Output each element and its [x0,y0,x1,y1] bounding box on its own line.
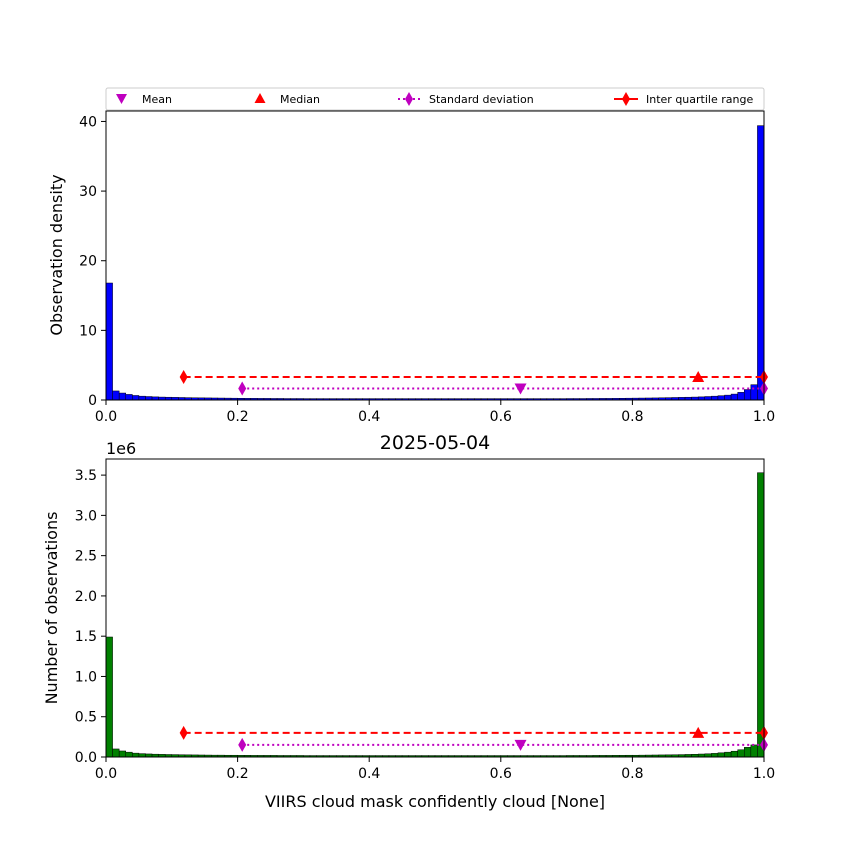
count-y-ticks: 0.0 0.5 1.0 1.5 2.0 2.5 3.0 3.5 [75,468,106,766]
count-histogram: 2025-05-04 1e6 0.0 0.2 0.4 0.6 0.8 1.0 0.0 0.5… [42,432,775,811]
iqr-marker-icon [622,92,630,106]
density-x-ticks: 0.0 0.2 0.4 0.6 0.8 1.0 [95,400,775,425]
histogram-bar [750,744,758,758]
histogram-bar [750,384,758,401]
histogram-bar [744,389,752,401]
legend-label-iqr: Inter quartile range [646,93,753,106]
histogram-bar [744,747,752,758]
legend-item-median: Median [254,93,320,106]
median-marker-icon [254,93,266,103]
histogram-bar [717,395,725,401]
histogram-bar [711,395,719,401]
x-tick-label: 0.2 [226,409,248,425]
x-tick-label: 0.8 [621,409,643,425]
histogram-bar [730,393,738,401]
count-x-axis-label: VIIRS cloud mask confidently cloud [None… [265,792,605,811]
legend-item-std: Standard deviation [398,92,534,106]
x-tick-label: 0.8 [621,766,643,782]
histogram-bar [737,392,745,401]
count-y-axis-label: Number of observations [42,512,61,705]
count-stat-lines [179,725,768,752]
histogram-bar [724,751,732,758]
count-bars [105,472,765,758]
count-offset-label: 1e6 [106,439,136,458]
median-marker [692,726,705,738]
x-tick-label: 0.4 [358,409,380,425]
density-histogram: 0.0 0.2 0.4 0.6 0.8 1.0 0 10 20 30 40 Observation… [47,110,775,425]
legend-label-mean: Mean [142,93,172,106]
histogram-bar [724,394,732,401]
x-tick-label: 0.6 [490,766,512,782]
count-chart-title: 2025-05-04 [380,432,490,454]
histogram-bar [112,390,120,401]
histogram-bar [132,395,140,401]
y-tick-label: 2.5 [75,549,97,565]
histogram-bar [132,752,140,758]
y-tick-label: 10 [79,323,97,339]
histogram-bar [737,749,745,758]
histogram-bar [704,396,712,401]
iqr-end-marker [179,725,188,740]
y-tick-label: 2.0 [75,589,97,605]
median-marker [692,371,705,383]
legend-item-iqr: Inter quartile range [614,92,753,106]
histogram-bar [125,751,133,758]
x-tick-label: 0.4 [358,766,380,782]
y-tick-label: 0 [88,393,97,409]
histogram-bar [757,472,765,758]
y-tick-label: 1.5 [75,629,97,645]
x-tick-label: 0.0 [95,766,117,782]
std-end-marker [238,737,247,752]
legend-label-median: Median [280,93,320,106]
histogram-bar [138,395,146,401]
histogram-bar [711,753,719,758]
legend-label-std: Standard deviation [429,93,534,106]
histogram-bar [730,750,738,758]
x-tick-label: 1.0 [753,409,775,425]
legend: Mean Median Standard deviation Inter qua… [105,87,765,111]
histogram-bar [145,396,153,401]
y-tick-label: 40 [79,114,97,130]
count-axes-frame [105,458,765,758]
histogram-bar [138,753,146,758]
histogram-bar [717,752,725,758]
x-tick-label: 1.0 [753,766,775,782]
y-tick-label: 1.0 [75,669,97,685]
std-marker-icon [405,92,413,106]
y-tick-label: 0.5 [75,710,97,726]
density-y-axis-label: Observation density [47,174,66,335]
legend-item-mean: Mean [116,93,172,106]
histogram-bar [118,750,126,758]
mean-marker-icon [116,94,127,104]
y-tick-label: 3.0 [75,508,97,524]
y-tick-label: 0.0 [75,750,97,766]
mean-marker [514,383,527,395]
x-tick-label: 0.6 [490,409,512,425]
histogram-bar [105,636,113,758]
y-tick-label: 30 [79,184,97,200]
histogram-bar [125,394,133,401]
density-axes-frame [105,110,765,401]
x-tick-label: 0.2 [226,766,248,782]
iqr-end-marker [179,370,188,385]
y-tick-label: 20 [79,254,97,270]
mean-marker [514,739,527,751]
histogram-bar [757,125,765,401]
histogram-bar [118,392,126,401]
y-tick-label: 3.5 [75,468,97,484]
histogram-bar [105,282,113,401]
density-stat-lines [179,370,768,396]
histogram-bar [112,748,120,758]
x-tick-label: 0.0 [95,409,117,425]
std-end-marker [238,381,247,396]
count-x-ticks: 0.0 0.2 0.4 0.6 0.8 1.0 [95,757,775,782]
density-y-ticks: 0 10 20 30 40 [79,114,106,409]
